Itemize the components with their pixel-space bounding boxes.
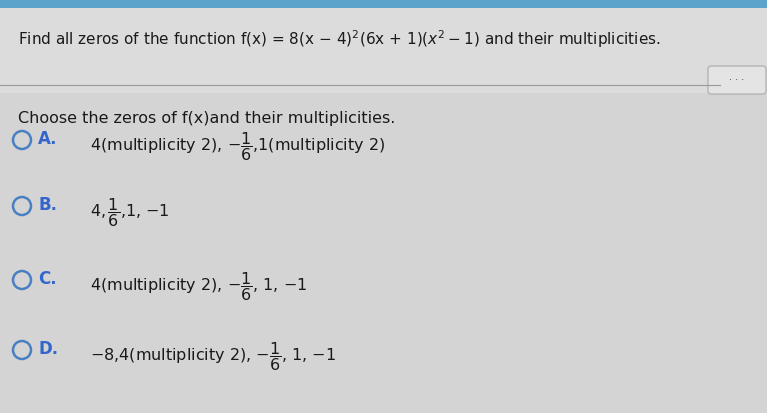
Text: C.: C. [38, 270, 57, 288]
Text: D.: D. [38, 340, 58, 358]
Text: Find all zeros of the function f(x) = 8(x $-$ 4)$^2$(6x + 1)$\left(x^2-1\right)$: Find all zeros of the function f(x) = 8(… [18, 28, 660, 50]
Bar [0, 93, 767, 413]
Text: B.: B. [38, 196, 57, 214]
Text: 4,$\,\dfrac{1}{6}$,1, $-$1: 4,$\,\dfrac{1}{6}$,1, $-$1 [90, 196, 170, 229]
Bar [0, 8, 767, 93]
Text: 4(multiplicity 2), $-\dfrac{1}{6}$,1(multiplicity 2): 4(multiplicity 2), $-\dfrac{1}{6}$,1(mul… [90, 130, 385, 163]
Bar [0, 0, 767, 8]
FancyBboxPatch shape [708, 66, 766, 94]
Text: Choose the zeros of f(x)and their multiplicities.: Choose the zeros of f(x)and their multip… [18, 111, 395, 126]
Text: $-$8,4(multiplicity 2), $-\dfrac{1}{6}$, 1, $-$1: $-$8,4(multiplicity 2), $-\dfrac{1}{6}$,… [90, 340, 336, 373]
Text: · · ·: · · · [729, 75, 745, 85]
Text: A.: A. [38, 130, 58, 148]
Text: 4(multiplicity 2), $-\dfrac{1}{6}$, 1, $-$1: 4(multiplicity 2), $-\dfrac{1}{6}$, 1, $… [90, 270, 308, 303]
